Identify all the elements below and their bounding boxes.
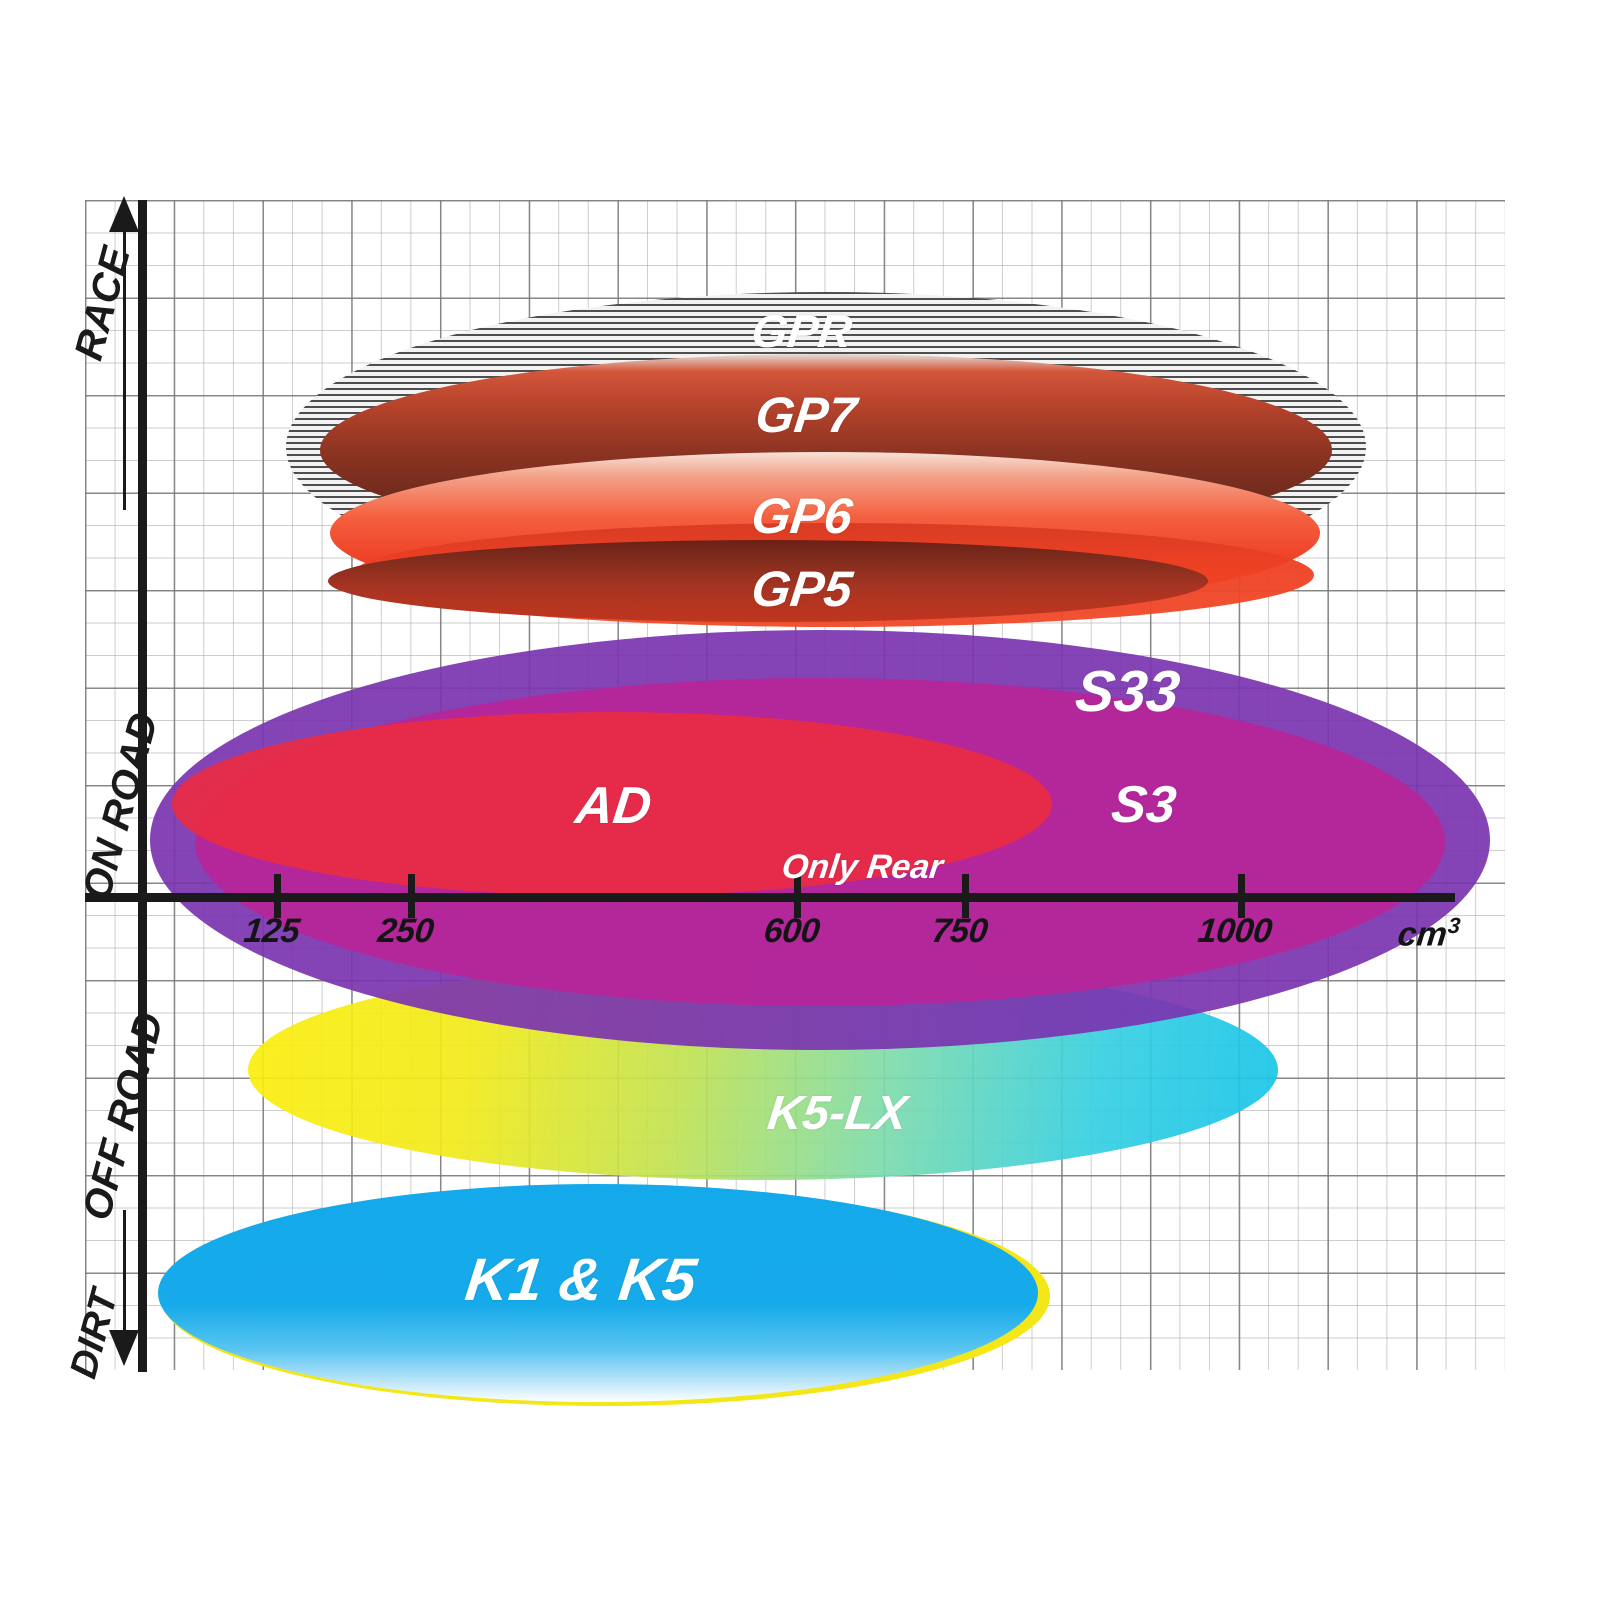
race-arrow-head-icon	[109, 196, 139, 232]
x-tick-750	[962, 874, 969, 918]
x-axis-unit-exponent: 3	[1446, 913, 1462, 938]
race-arrow-shaft	[123, 220, 126, 510]
blob-label-gpr: GPR	[748, 305, 855, 357]
blob-label-s33: S33	[1072, 659, 1184, 724]
x-axis-line	[85, 893, 1455, 902]
x-tick-label-750: 750	[930, 912, 990, 950]
blob-label-gp7: GP7	[752, 387, 860, 443]
dirt-arrow-head-icon	[109, 1330, 139, 1366]
x-tick-label-250: 250	[376, 912, 436, 950]
x-tick-label-600: 600	[762, 912, 822, 950]
blob-label-s3: S3	[1108, 776, 1180, 834]
blob-ad[interactable]	[172, 712, 1052, 896]
blob-label-k1k5: K1 & K5	[461, 1246, 701, 1313]
blob-label-gp6: GP6	[748, 488, 856, 544]
x-tick-600	[794, 874, 801, 918]
blob-label-gp5: GP5	[748, 561, 856, 617]
blob-gp5[interactable]	[328, 540, 1208, 622]
annotation-only-rear: Only Rear	[779, 848, 946, 886]
x-tick-125	[274, 874, 281, 918]
x-tick-label-1000: 1000	[1196, 912, 1274, 950]
x-tick-250	[408, 874, 415, 918]
x-tick-1000	[1238, 874, 1245, 918]
blob-label-k5lx: K5-LX	[764, 1087, 910, 1140]
dirt-arrow-shaft	[123, 1210, 126, 1355]
x-axis-unit-label: cm3	[1396, 913, 1462, 954]
blob-k1k5[interactable]	[158, 1184, 1038, 1402]
x-axis-unit-base: cm	[1395, 915, 1450, 954]
x-tick-label-125: 125	[242, 912, 302, 950]
y-axis-line	[138, 200, 147, 1372]
blob-label-ad: AD	[572, 777, 655, 835]
